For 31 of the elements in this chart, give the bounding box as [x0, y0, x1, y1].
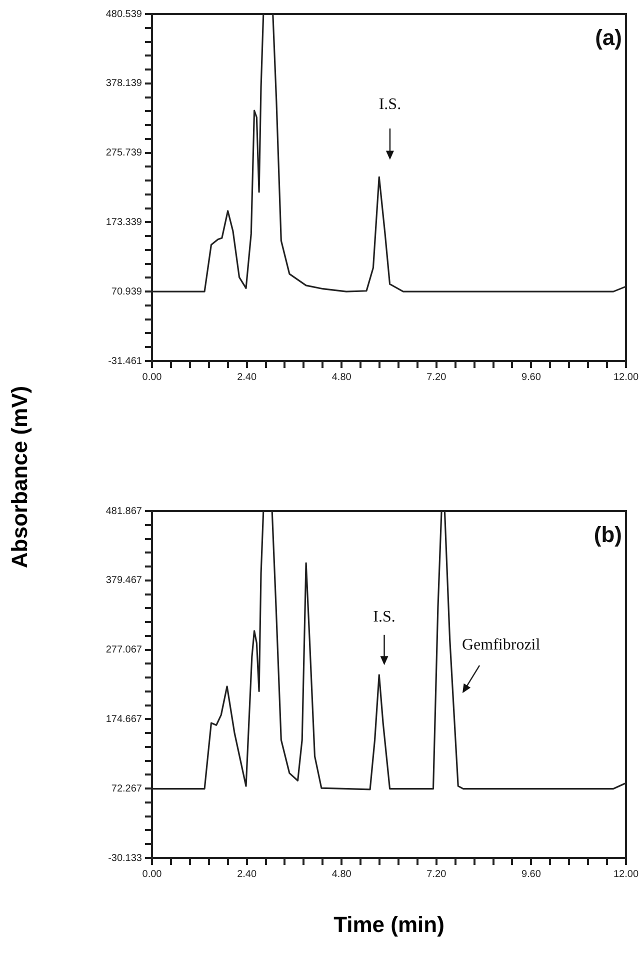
annotation: I.S.	[378, 96, 402, 114]
x-tick-label: 12.00	[613, 868, 639, 880]
x-tick-label: 0.00	[142, 868, 162, 880]
y-tick-label: 481.867	[106, 506, 142, 517]
y-tick-label: 378.139	[106, 78, 142, 90]
x-tick-label: 2.40	[237, 372, 257, 383]
y-tick-label: 70.939	[111, 286, 142, 298]
x-tick-label: 9.60	[521, 868, 542, 880]
y-tick-label: -31.461	[108, 356, 142, 367]
x-tick-label: 4.80	[332, 868, 352, 880]
y-tick-label: 275.739	[106, 148, 142, 159]
y-tick-label: 72.267	[111, 783, 142, 794]
x-tick-label: 2.40	[237, 868, 257, 880]
y-tick-label: 480.539	[106, 8, 142, 20]
y-tick-label: 379.467	[106, 575, 142, 586]
y-tick-label: 174.667	[106, 714, 142, 725]
y-axis-title: Absorbance (mV)	[7, 386, 33, 568]
annotation: Gemfibrozil	[462, 636, 541, 654]
x-tick-label: 9.60	[521, 372, 542, 383]
annotation: (a)	[595, 25, 622, 50]
x-tick-label: 0.00	[142, 372, 162, 383]
x-tick-label: 7.20	[426, 868, 447, 880]
y-tick-label: 173.339	[106, 216, 142, 228]
annotation: I.S.	[373, 608, 396, 626]
x-tick-label: 12.00	[613, 372, 639, 383]
y-tick-label: 277.067	[106, 644, 142, 656]
annotation: (b)	[594, 522, 622, 548]
x-tick-label: 4.80	[332, 372, 352, 383]
x-axis-title: Time (min)	[332, 912, 446, 938]
y-tick-label: -30.133	[108, 852, 142, 864]
x-tick-label: 7.20	[426, 372, 447, 383]
